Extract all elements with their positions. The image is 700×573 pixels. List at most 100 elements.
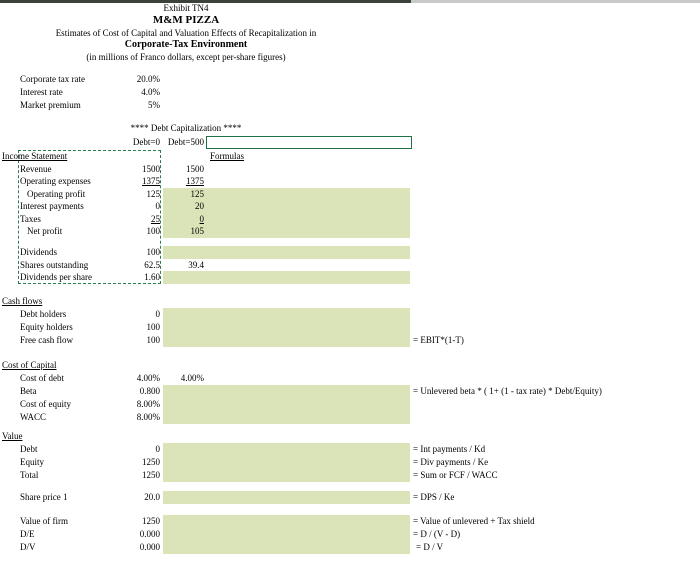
- formula-cell[interactable]: = D / V: [416, 542, 444, 552]
- shaded-cell: [163, 321, 410, 334]
- row-label[interactable]: Free cash flow: [20, 335, 73, 345]
- debt500-cell[interactable]: 1375: [186, 176, 204, 186]
- debt0-cell[interactable]: 125: [146, 188, 161, 199]
- debt0-cell[interactable]: 8.00%: [136, 399, 160, 409]
- column-header-debt500[interactable]: Debt=500: [167, 136, 204, 147]
- section-label[interactable]: Cash flows: [2, 296, 43, 306]
- row-cash-flows-header: Cash flows: [0, 295, 700, 308]
- window-edge-dark: [0, 0, 411, 3]
- selected-cell[interactable]: [206, 135, 412, 149]
- assumption-value[interactable]: 20.0%: [136, 74, 160, 84]
- debt0-cell[interactable]: 1250: [142, 516, 160, 526]
- debt0-cell[interactable]: 1250: [142, 457, 160, 467]
- debt500-cell[interactable]: 1500: [186, 163, 204, 174]
- assumption-label[interactable]: Market premium: [20, 100, 81, 110]
- section-label[interactable]: Income Statement: [2, 151, 68, 161]
- debt0-cell[interactable]: 62.5: [144, 259, 160, 270]
- debt0-cell[interactable]: 0.000: [139, 529, 160, 539]
- debt0-cell[interactable]: 1.60: [144, 272, 160, 282]
- debt500-cell[interactable]: 4.00%: [180, 373, 204, 383]
- shaded-cell: [163, 541, 410, 554]
- units-note[interactable]: (in millions of Franco dollars, except p…: [86, 52, 286, 63]
- row-label[interactable]: Value of firm: [20, 516, 68, 526]
- row-market-premium: Market premium 5%: [0, 99, 700, 112]
- row-label[interactable]: Operating expenses: [20, 176, 91, 186]
- formula-cell[interactable]: = Unlevered beta * ( 1+ (1 - tax rate) *…: [413, 386, 602, 396]
- debt0-cell[interactable]: 20.0: [144, 492, 160, 502]
- company-title[interactable]: M&M PIZZA: [152, 14, 220, 27]
- row-label[interactable]: Taxes: [20, 213, 41, 224]
- debt0-cell[interactable]: 25: [151, 213, 160, 224]
- row-label[interactable]: Equity: [20, 457, 44, 467]
- shaded-cell: [163, 246, 410, 259]
- assumption-value[interactable]: 5%: [148, 100, 160, 110]
- row-cost-of-capital-header: Cost of Capital: [0, 359, 700, 372]
- row-label[interactable]: Cost of equity: [20, 399, 71, 409]
- row-label[interactable]: Dividends per share: [20, 272, 92, 282]
- section-label[interactable]: Cost of Capital: [2, 360, 57, 370]
- row-label[interactable]: Revenue: [20, 163, 52, 174]
- row-operating-expenses: Operating expenses 1375 1375: [0, 175, 700, 188]
- debt0-cell[interactable]: 4.00%: [136, 373, 160, 383]
- row-dividends-per-share: Dividends per share 1.60: [0, 271, 700, 284]
- assumption-label[interactable]: Corporate tax rate: [20, 74, 85, 84]
- title-block: Exhibit TN4 M&M PIZZA Estimates of Cost …: [0, 2, 372, 63]
- row-label[interactable]: Debt holders: [20, 309, 67, 319]
- row-label[interactable]: D/V: [20, 542, 36, 552]
- debt500-cell[interactable]: 0: [199, 213, 205, 224]
- debt0-cell[interactable]: 100: [146, 226, 161, 236]
- debt0-cell[interactable]: 0.000: [139, 542, 160, 552]
- shaded-cell: [163, 443, 410, 456]
- section-label[interactable]: Value: [2, 431, 23, 441]
- debt500-cell[interactable]: 105: [190, 226, 205, 236]
- formula-cell[interactable]: = D / (V - D): [413, 529, 461, 539]
- shaded-cell: [163, 398, 410, 411]
- row-label[interactable]: Shares outstanding: [20, 259, 89, 270]
- row-label[interactable]: Net profit: [27, 226, 63, 236]
- formula-cell[interactable]: = Value of unlevered + Tax shield: [413, 516, 535, 526]
- row-wacc: WACC 8.00%: [0, 411, 700, 424]
- formula-cell[interactable]: = EBIT*(1-T): [413, 335, 464, 345]
- assumption-label[interactable]: Interest rate: [20, 87, 63, 97]
- row-label[interactable]: Debt: [20, 444, 38, 454]
- shaded-cell: [163, 187, 410, 200]
- row-label[interactable]: Dividends: [20, 247, 57, 257]
- row-label[interactable]: D/E: [20, 529, 35, 539]
- shaded-cell: [163, 212, 410, 225]
- row-label[interactable]: Operating profit: [27, 188, 86, 199]
- exhibit-label[interactable]: Exhibit TN4: [163, 3, 209, 13]
- row-label[interactable]: Cost of debt: [20, 373, 64, 383]
- formula-cell[interactable]: = Sum or FCF / WACC: [413, 470, 498, 480]
- debt0-cell[interactable]: 100: [146, 322, 161, 332]
- debt0-cell[interactable]: 0: [155, 444, 161, 454]
- debt0-cell[interactable]: 8.00%: [136, 412, 160, 422]
- shaded-cell: [163, 456, 410, 469]
- formula-cell[interactable]: = Div payments / Ke: [413, 457, 489, 467]
- shaded-cell: [163, 225, 410, 238]
- row-label[interactable]: Interest payments: [20, 201, 84, 211]
- formula-cell[interactable]: = DPS / Ke: [413, 492, 455, 502]
- row-beta: Beta 0.800 = Unlevered beta * ( 1+ (1 - …: [0, 385, 700, 398]
- debt0-cell[interactable]: 0.800: [139, 386, 160, 396]
- debt0-cell[interactable]: 0: [155, 309, 161, 319]
- assumption-value[interactable]: 4.0%: [141, 87, 160, 97]
- debt0-cell[interactable]: 100: [146, 247, 161, 257]
- debt500-cell[interactable]: 20: [195, 201, 204, 211]
- row-label[interactable]: Equity holders: [20, 322, 73, 332]
- row-label[interactable]: Beta: [20, 386, 37, 396]
- column-header-debt0[interactable]: Debt=0: [132, 136, 160, 147]
- formulas-column-header: Formulas: [210, 151, 245, 161]
- debt500-cell[interactable]: 39.4: [188, 259, 204, 270]
- debt0-cell[interactable]: 100: [146, 335, 161, 345]
- debt0-cell[interactable]: 1375: [142, 176, 160, 186]
- debt500-cell[interactable]: 125: [190, 188, 205, 199]
- debt0-cell[interactable]: 1250: [142, 470, 160, 480]
- environment-title[interactable]: Corporate-Tax Environment: [124, 38, 248, 50]
- formula-cell[interactable]: = Int payments / Kd: [413, 444, 486, 454]
- row-label[interactable]: Share price 1: [20, 492, 68, 502]
- row-label[interactable]: Total: [20, 470, 39, 480]
- subtitle[interactable]: Estimates of Cost of Capital and Valuati…: [55, 27, 317, 38]
- debt0-cell[interactable]: 1500: [142, 163, 160, 174]
- debt0-cell[interactable]: 0: [155, 201, 161, 211]
- row-label[interactable]: WACC: [20, 412, 47, 422]
